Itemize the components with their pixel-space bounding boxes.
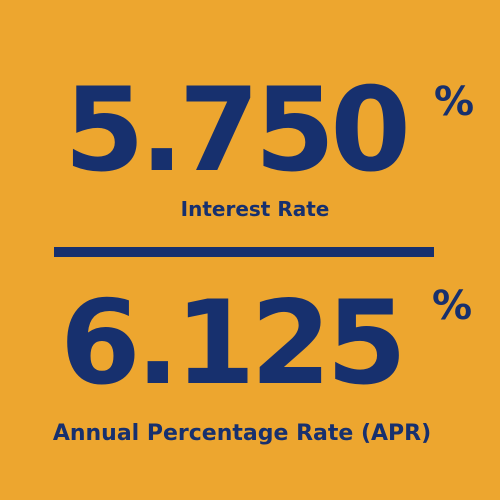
interest-rate-value: 5.750 — [64, 63, 411, 198]
interest-rate-percent-sign: % — [434, 79, 475, 125]
apr-percent-sign: % — [432, 283, 473, 329]
divider-line — [54, 247, 434, 257]
apr-label: Annual Percentage Rate (APR) — [52, 421, 432, 446]
apr-value: 6.125 — [60, 276, 407, 411]
interest-rate-label: Interest Rate — [180, 197, 330, 221]
